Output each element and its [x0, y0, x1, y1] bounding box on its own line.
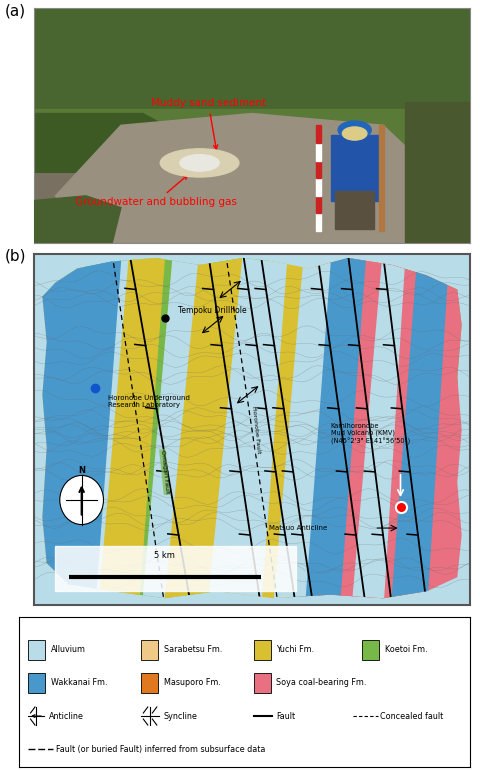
Polygon shape	[55, 254, 121, 605]
Bar	[316, 143, 322, 160]
Polygon shape	[165, 254, 243, 605]
Text: Fault (or buried Fault) inferred from subsurface data: Fault (or buried Fault) inferred from su…	[56, 745, 265, 753]
Polygon shape	[12, 254, 112, 605]
Text: Tempoku Drillhole: Tempoku Drillhole	[178, 306, 246, 315]
Bar	[254, 640, 271, 660]
Text: Concealed fault: Concealed fault	[380, 712, 444, 721]
Polygon shape	[296, 254, 366, 605]
Polygon shape	[86, 254, 156, 605]
Bar	[316, 178, 322, 196]
Text: (b): (b)	[5, 248, 26, 263]
Text: Kamihoronobe
Mud Volcano (KMV)
(N45°2'3" E141°56'50"): Kamihoronobe Mud Volcano (KMV) (N45°2'3"…	[331, 423, 410, 445]
Text: Anticline: Anticline	[48, 712, 84, 721]
Polygon shape	[42, 258, 462, 598]
Text: Yuchi Fm.: Yuchi Fm.	[276, 645, 314, 655]
Bar	[335, 191, 374, 229]
Polygon shape	[12, 254, 69, 605]
Text: Alluvium: Alluvium	[51, 645, 86, 655]
Polygon shape	[208, 254, 287, 605]
Text: Sarabetsu Fm.: Sarabetsu Fm.	[164, 645, 222, 655]
Text: N: N	[78, 466, 85, 476]
Polygon shape	[99, 254, 165, 605]
Polygon shape	[274, 254, 331, 605]
Polygon shape	[392, 254, 448, 605]
Text: Horonobe Fault: Horonobe Fault	[252, 406, 261, 454]
Bar	[362, 640, 379, 660]
Polygon shape	[34, 196, 121, 243]
Bar	[254, 673, 271, 692]
Text: (a): (a)	[5, 4, 26, 19]
Bar	[316, 214, 322, 231]
Bar	[405, 102, 470, 243]
Text: Muddy sand sediment: Muddy sand sediment	[151, 99, 266, 150]
Bar	[316, 126, 322, 143]
Bar	[141, 640, 158, 660]
Bar	[28, 673, 46, 692]
Polygon shape	[34, 113, 186, 173]
Text: Koetoi Fm.: Koetoi Fm.	[384, 645, 427, 655]
Polygon shape	[374, 254, 470, 605]
Bar	[34, 8, 470, 130]
Polygon shape	[226, 254, 318, 605]
Text: Matsuo Anticline: Matsuo Anticline	[269, 525, 328, 531]
Polygon shape	[34, 254, 99, 605]
Bar	[141, 673, 158, 692]
Polygon shape	[287, 254, 435, 605]
Text: 5 km: 5 km	[154, 550, 175, 560]
Polygon shape	[348, 254, 480, 605]
Bar	[379, 126, 384, 231]
Text: Syncline: Syncline	[164, 712, 197, 721]
Polygon shape	[352, 254, 405, 605]
Bar	[316, 160, 322, 178]
Text: Soya coal-bearing Fm.: Soya coal-bearing Fm.	[276, 678, 367, 688]
Ellipse shape	[60, 476, 104, 524]
Text: Groundwater and bubbling gas: Groundwater and bubbling gas	[75, 175, 237, 207]
Polygon shape	[339, 254, 418, 605]
Polygon shape	[55, 113, 470, 243]
Text: Fault: Fault	[276, 712, 296, 721]
Text: Horonobe Underground
Research Laboratory: Horonobe Underground Research Laboratory	[108, 395, 190, 408]
Polygon shape	[318, 254, 383, 605]
Bar	[34, 126, 470, 243]
Bar	[316, 196, 322, 214]
Ellipse shape	[180, 155, 219, 171]
Ellipse shape	[160, 149, 239, 177]
Text: Wakkanai Fm.: Wakkanai Fm.	[51, 678, 108, 688]
Circle shape	[342, 127, 367, 140]
Bar	[28, 640, 46, 660]
Text: Omagari Fault: Omagari Fault	[160, 449, 169, 494]
Bar	[331, 135, 379, 200]
Polygon shape	[143, 254, 208, 605]
Bar	[34, 109, 470, 144]
Text: Masuporo Fm.: Masuporo Fm.	[164, 678, 220, 688]
Circle shape	[338, 121, 371, 139]
Bar	[55, 546, 296, 591]
Polygon shape	[42, 254, 274, 605]
